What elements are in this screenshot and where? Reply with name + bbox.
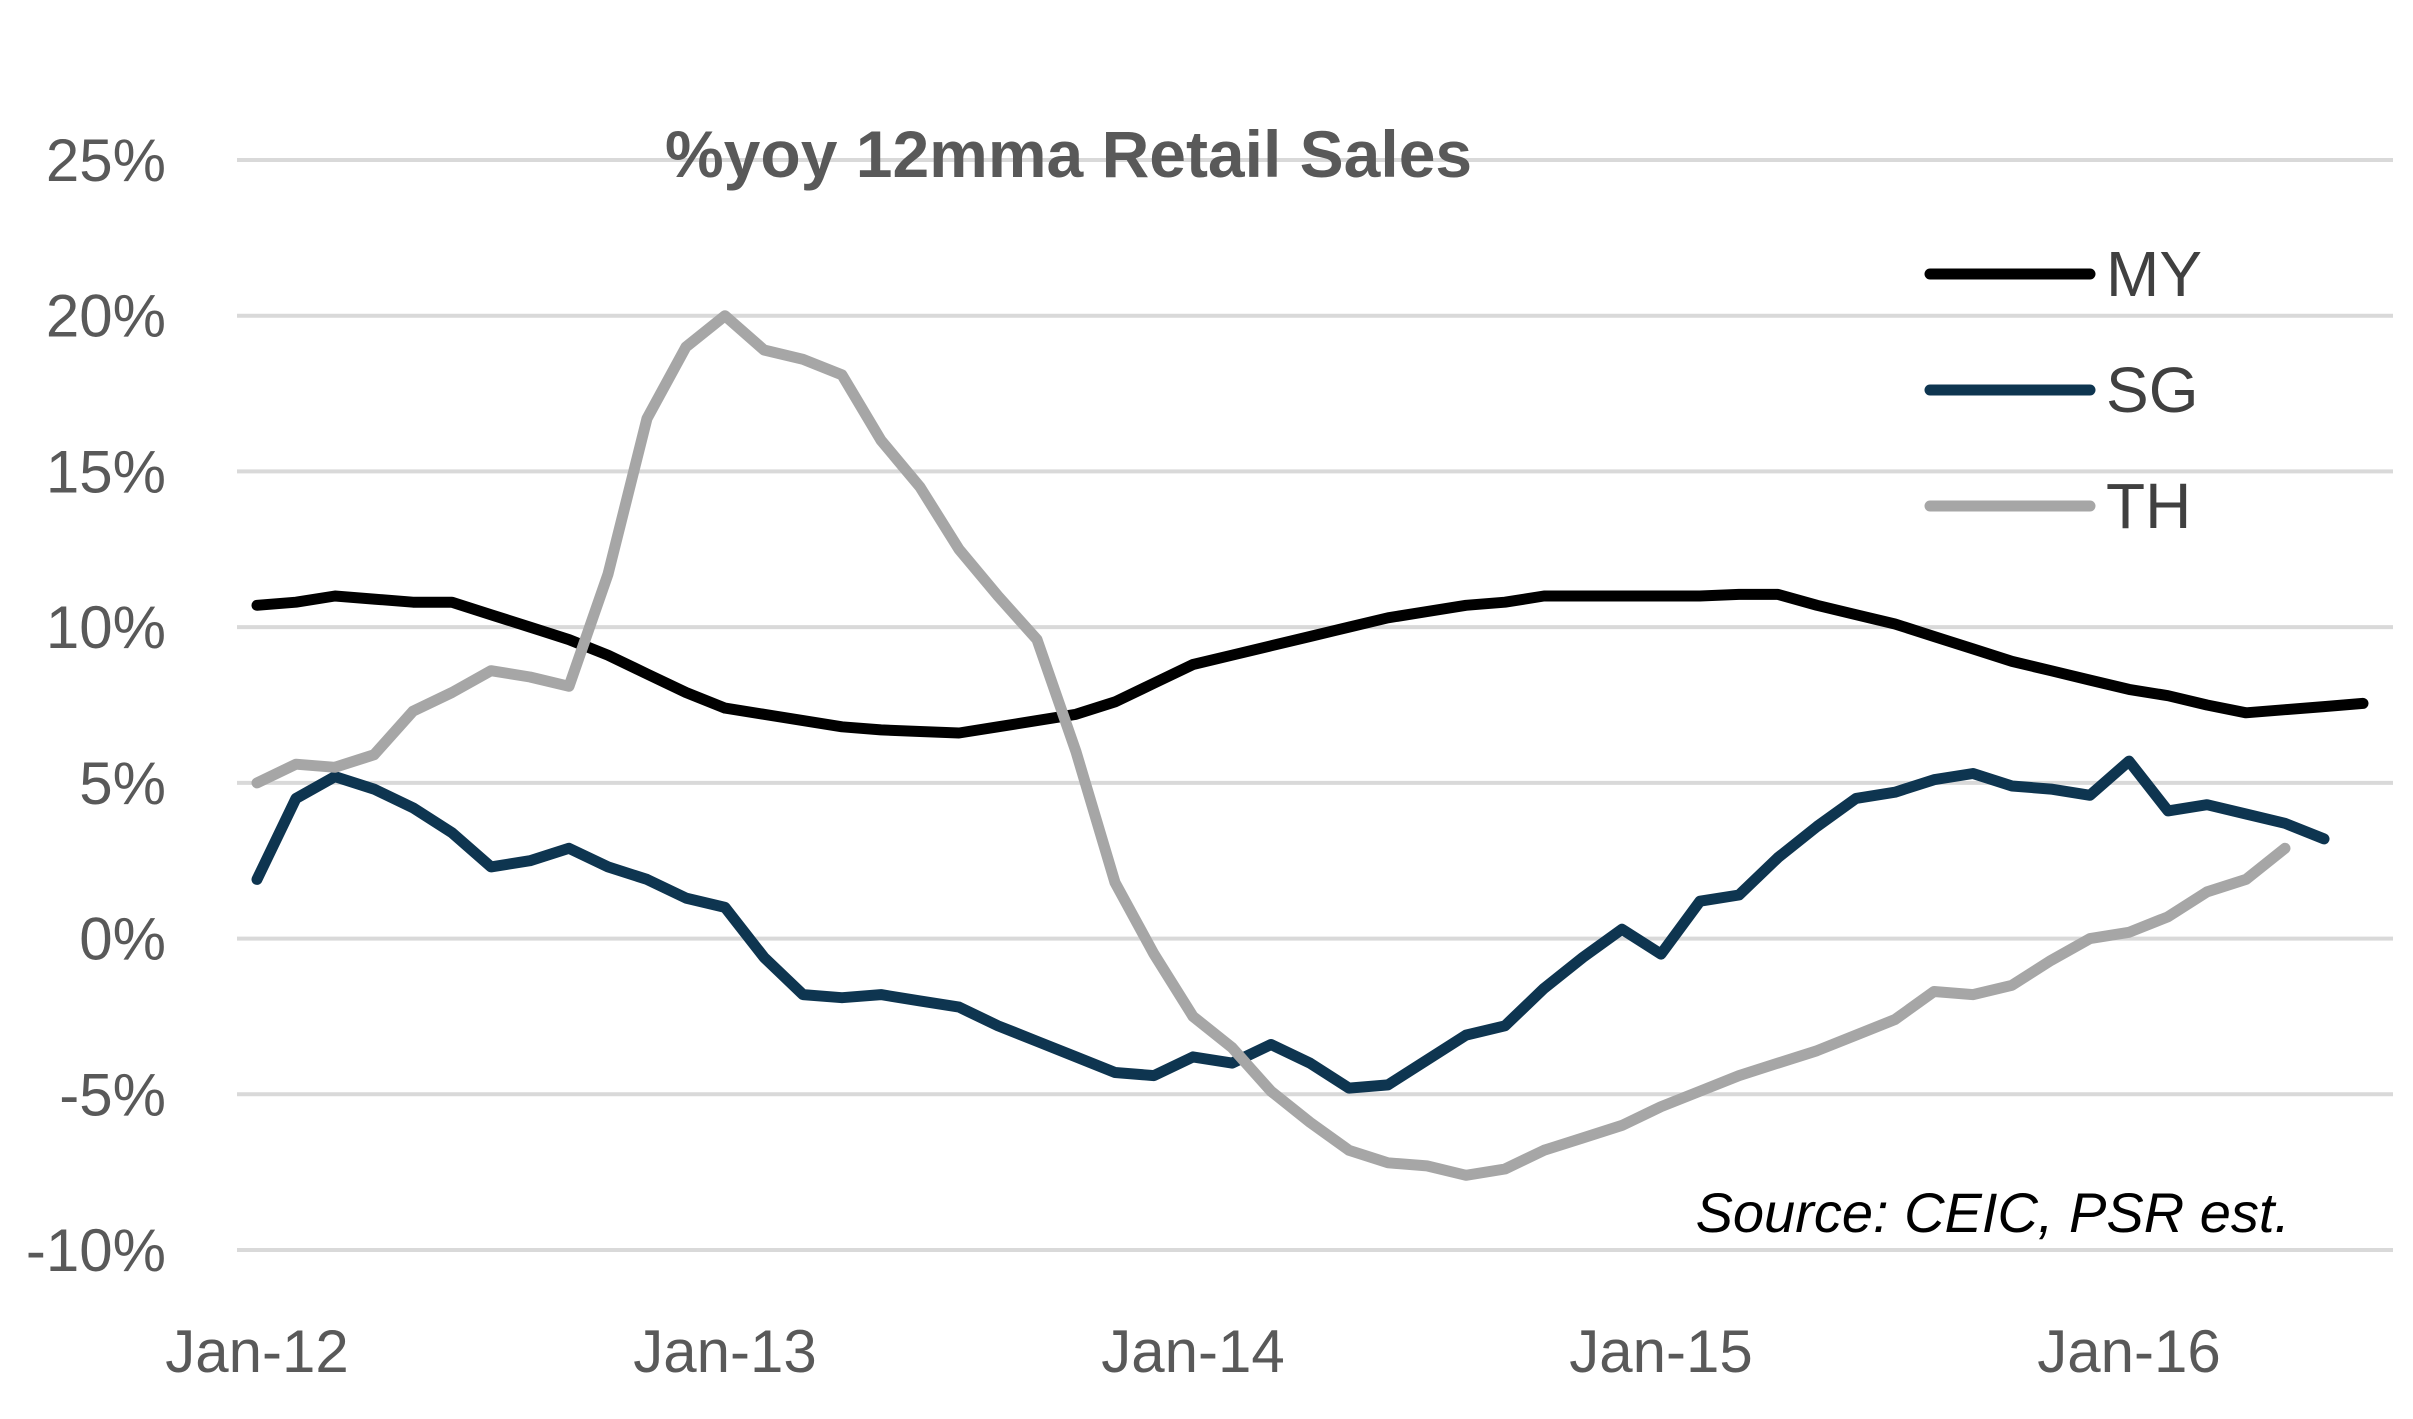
x-tick-label: Jan-16 bbox=[2037, 1318, 2220, 1385]
y-tick-label: -5% bbox=[59, 1061, 166, 1128]
series-line-sg bbox=[251, 755, 2330, 1094]
series-line-th bbox=[251, 310, 2291, 1181]
y-tick-label: -10% bbox=[26, 1217, 166, 1284]
data-series bbox=[251, 310, 2369, 1181]
y-tick-label: 5% bbox=[79, 750, 166, 817]
x-tick-label: Jan-15 bbox=[1569, 1318, 1752, 1385]
x-tick-label: Jan-13 bbox=[633, 1318, 816, 1385]
y-tick-label: 25% bbox=[46, 127, 166, 194]
y-tick-label: 20% bbox=[46, 283, 166, 350]
legend: MY SG TH bbox=[1924, 238, 2202, 542]
legend-label-my: MY bbox=[2106, 238, 2202, 310]
y-tick-label: 10% bbox=[46, 594, 166, 661]
legend-label-th: TH bbox=[2106, 470, 2191, 542]
y-tick-label: 0% bbox=[79, 906, 166, 973]
y-axis-tick-labels: -10% -5% 0% 5% 10% 15% 20% 25% bbox=[26, 127, 166, 1284]
gridlines bbox=[237, 158, 2393, 1252]
legend-label-sg: SG bbox=[2106, 354, 2198, 426]
series-line-my bbox=[251, 588, 2369, 739]
x-axis-tick-labels: Jan-12 Jan-13 Jan-14 Jan-15 Jan-16 bbox=[165, 1318, 2220, 1385]
x-tick-label: Jan-12 bbox=[165, 1318, 348, 1385]
source-note: Source: CEIC, PSR est. bbox=[1696, 1181, 2290, 1244]
x-tick-label: Jan-14 bbox=[1101, 1318, 1284, 1385]
chart-title: %yoy 12mma Retail Sales bbox=[665, 117, 1472, 191]
y-tick-label: 15% bbox=[46, 438, 166, 505]
